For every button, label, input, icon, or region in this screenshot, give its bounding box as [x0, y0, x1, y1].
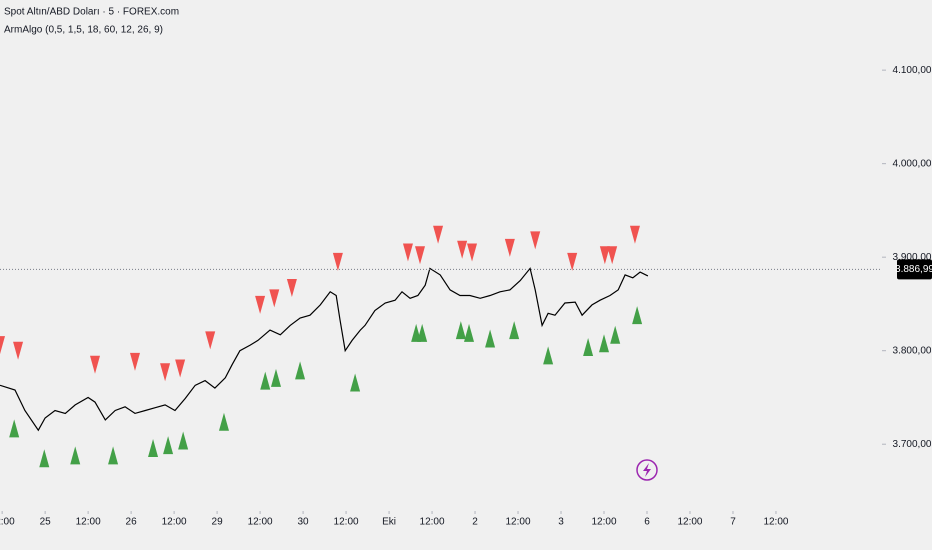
sell-signal [205, 331, 216, 350]
y-tick-label: 4.100,00 [893, 65, 932, 76]
sell-signal [433, 225, 444, 244]
x-tick-label: 25 [40, 517, 52, 528]
x-tick-label: 12:00 [248, 517, 273, 528]
sell-signal [415, 246, 426, 265]
x-tick-label: 12:00 [591, 517, 616, 528]
sell-signal [629, 225, 640, 244]
x-tick-label: 12:00 [763, 517, 788, 528]
y-tick-label: 3.800,00 [893, 345, 932, 356]
x-tick-label: 12:00 [0, 517, 15, 528]
buy-signal [9, 419, 20, 438]
sell-signal [255, 295, 266, 314]
sell-signal [599, 246, 610, 265]
buy-signal [455, 321, 466, 340]
sell-signal [332, 252, 343, 271]
sell-signal [467, 243, 478, 262]
sell-signal [160, 363, 171, 382]
buy-signal [108, 446, 119, 465]
sell-signal [402, 243, 413, 262]
sell-signal [530, 231, 541, 250]
buy-signal [543, 346, 554, 365]
x-tick-label: 2 [472, 517, 478, 528]
x-tick-label: 12:00 [677, 517, 702, 528]
sell-signal [90, 355, 101, 374]
sell-signal [504, 238, 515, 257]
buy-signal [509, 321, 520, 340]
indicator-label: ArmAlgo (0,5, 1,5, 18, 60, 12, 26, 9) [4, 25, 163, 36]
buy-signal [270, 368, 281, 387]
buy-signal [178, 431, 189, 450]
sell-signal [175, 359, 186, 378]
x-tick-label: 12:00 [76, 517, 101, 528]
x-tick-label: 12:00 [506, 517, 531, 528]
x-tick-label: 26 [126, 517, 138, 528]
buy-signal [70, 446, 81, 465]
x-tick-label: 12:00 [420, 517, 445, 528]
price-line [0, 267, 649, 432]
y-tick-label: 4.000,00 [893, 158, 932, 169]
x-tick-label: 30 [298, 517, 310, 528]
x-tick-label: 12:00 [162, 517, 187, 528]
y-tick-label: 3.900,00 [893, 252, 932, 263]
sell-signal [457, 240, 468, 259]
sell-signal [567, 252, 578, 271]
buy-signal [632, 306, 643, 325]
x-tick-label: 12:00 [334, 517, 359, 528]
y-tick-label: 3.700,00 [893, 439, 932, 450]
sell-signal [269, 289, 280, 308]
alert-icon[interactable] [636, 459, 658, 481]
sell-signal [286, 279, 297, 298]
x-tick-label: 7 [730, 517, 736, 528]
buy-signal [464, 323, 475, 342]
buy-signal [417, 323, 428, 342]
buy-signal [39, 449, 50, 468]
x-tick-label: 6 [644, 517, 650, 528]
buy-signal [260, 371, 271, 390]
sell-signal [129, 352, 140, 371]
x-tick-label: 29 [212, 517, 224, 528]
buy-signal [218, 412, 229, 431]
x-tick-label: 3 [558, 517, 564, 528]
buy-signal [350, 373, 361, 392]
x-tick-label: Eki [382, 517, 396, 528]
sell-signal [13, 341, 24, 360]
last-price-box [897, 259, 932, 280]
sell-signal [0, 336, 5, 355]
buy-signal [485, 329, 496, 348]
last-price-label: 3.886,99 [895, 264, 932, 275]
chart-title: Spot Altın/ABD Doları · 5 · FOREX.com [4, 7, 179, 18]
buy-signal [599, 334, 610, 353]
buy-signal [163, 436, 174, 455]
sell-signal [607, 246, 618, 265]
buy-signal [610, 325, 621, 344]
buy-signal [295, 361, 306, 380]
buy-signal [583, 337, 594, 356]
buy-signal [148, 438, 159, 457]
